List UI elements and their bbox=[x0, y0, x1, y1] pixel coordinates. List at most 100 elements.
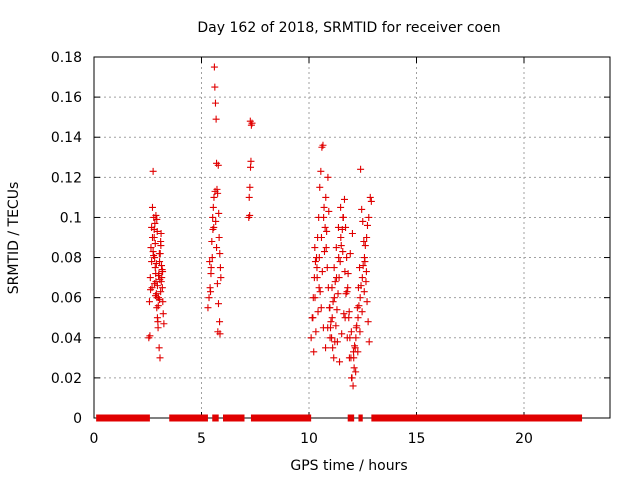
data-point bbox=[314, 308, 322, 316]
data-point bbox=[320, 203, 328, 211]
data-point bbox=[321, 223, 329, 231]
data-point bbox=[363, 298, 371, 306]
data-point bbox=[348, 374, 356, 382]
data-point bbox=[211, 83, 219, 91]
data-point bbox=[360, 288, 368, 296]
data-point bbox=[365, 338, 373, 346]
data-point bbox=[313, 274, 321, 282]
data-point bbox=[322, 193, 330, 201]
data-point bbox=[154, 302, 162, 310]
data-point bbox=[311, 258, 319, 266]
x-axis-label: GPS time / hours bbox=[290, 458, 407, 474]
data-point bbox=[324, 324, 332, 332]
data-point bbox=[213, 244, 221, 252]
data-point bbox=[332, 322, 340, 330]
data-point bbox=[363, 234, 371, 241]
data-point bbox=[319, 141, 327, 149]
data-point bbox=[212, 217, 220, 225]
data-point bbox=[150, 280, 158, 288]
data-point bbox=[359, 262, 367, 270]
data-point bbox=[307, 334, 315, 342]
data-point bbox=[333, 306, 341, 314]
scatter-points bbox=[145, 63, 375, 390]
data-point bbox=[210, 63, 218, 71]
data-point bbox=[311, 294, 319, 302]
data-point bbox=[346, 250, 354, 258]
data-point bbox=[323, 264, 331, 272]
data-point bbox=[356, 328, 364, 336]
data-point bbox=[342, 223, 350, 231]
data-point bbox=[312, 328, 320, 336]
data-point bbox=[359, 217, 367, 225]
data-point bbox=[153, 227, 161, 235]
data-point bbox=[347, 328, 355, 336]
data-point bbox=[158, 262, 166, 270]
data-point bbox=[329, 298, 337, 306]
data-point bbox=[211, 99, 219, 107]
grid-lines bbox=[94, 57, 610, 418]
y-tick-label: 0.04 bbox=[51, 331, 82, 347]
data-point bbox=[217, 274, 225, 282]
data-point bbox=[209, 213, 217, 221]
y-tick-label: 0.18 bbox=[51, 50, 82, 66]
data-point bbox=[354, 314, 362, 322]
y-tick-label: 0.06 bbox=[51, 291, 82, 307]
data-point bbox=[353, 322, 361, 330]
data-point bbox=[348, 229, 356, 237]
y-tick-label: 0.14 bbox=[51, 130, 82, 146]
data-point bbox=[336, 258, 344, 266]
data-point bbox=[357, 165, 365, 173]
data-point bbox=[207, 270, 215, 278]
data-point bbox=[356, 264, 364, 272]
data-point bbox=[358, 308, 366, 316]
data-point bbox=[216, 264, 224, 272]
data-point bbox=[364, 318, 372, 326]
data-point bbox=[337, 242, 345, 250]
data-point bbox=[325, 207, 333, 215]
data-point bbox=[334, 290, 342, 298]
data-point bbox=[329, 344, 337, 352]
data-point bbox=[159, 310, 167, 318]
data-point bbox=[356, 294, 364, 302]
data-point bbox=[207, 264, 215, 272]
data-point bbox=[326, 334, 334, 342]
data-point bbox=[156, 276, 164, 284]
data-point bbox=[343, 254, 351, 262]
data-point bbox=[322, 244, 330, 252]
data-point bbox=[149, 167, 157, 175]
data-point bbox=[330, 294, 338, 302]
data-point bbox=[209, 203, 217, 211]
data-point bbox=[208, 238, 216, 246]
x-tick-label: 15 bbox=[408, 431, 426, 447]
data-point bbox=[336, 358, 344, 366]
data-point bbox=[145, 298, 153, 306]
data-point bbox=[247, 157, 255, 165]
data-point bbox=[148, 203, 156, 211]
data-point bbox=[354, 348, 362, 356]
data-point bbox=[358, 205, 366, 213]
data-point bbox=[367, 197, 375, 205]
data-point bbox=[216, 330, 224, 338]
data-point bbox=[210, 193, 218, 201]
data-point bbox=[147, 244, 155, 252]
data-point bbox=[157, 288, 165, 296]
data-point bbox=[343, 334, 351, 342]
y-tick-label: 0.08 bbox=[51, 251, 82, 267]
data-point bbox=[320, 248, 328, 256]
data-point bbox=[350, 354, 358, 362]
data-point bbox=[245, 193, 253, 201]
data-point bbox=[345, 308, 353, 316]
data-point bbox=[159, 268, 167, 276]
data-point bbox=[335, 254, 343, 262]
data-point bbox=[317, 304, 325, 312]
data-point bbox=[246, 211, 254, 219]
data-point bbox=[363, 221, 371, 229]
data-point bbox=[309, 314, 317, 322]
data-point bbox=[352, 334, 360, 342]
data-point bbox=[156, 354, 164, 362]
data-point bbox=[330, 264, 338, 272]
data-point bbox=[332, 244, 340, 252]
data-point bbox=[316, 183, 324, 191]
x-tick-label: 20 bbox=[515, 431, 533, 447]
data-point bbox=[337, 234, 345, 241]
